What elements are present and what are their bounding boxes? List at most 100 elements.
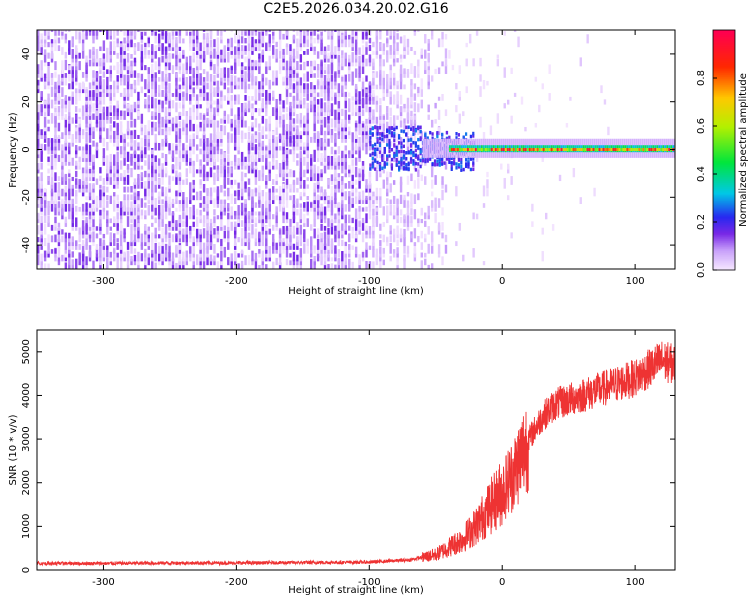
noise-cell [282, 183, 285, 189]
signal-onset-cell [386, 157, 389, 161]
noise-cell [223, 110, 227, 117]
noise-cell [392, 204, 396, 216]
noise-cell [220, 57, 223, 63]
colorbar-swatch [713, 56, 735, 59]
noise-cell [265, 66, 268, 74]
noise-cell [50, 139, 54, 151]
signal-core-cell [464, 148, 467, 152]
noise-cell [37, 42, 40, 52]
noise-cell [233, 118, 237, 128]
noise-cell [396, 48, 399, 55]
noise-cell [144, 30, 147, 32]
noise-cell [386, 190, 389, 197]
signal-onset-cell [388, 149, 391, 154]
noise-cell [199, 196, 202, 201]
signal-onset-cell [467, 160, 470, 164]
noise-cell [310, 168, 313, 178]
noise-cell [216, 30, 220, 36]
signal-onset-cell [464, 162, 468, 166]
noise-cell [64, 151, 68, 162]
noise-cell [285, 30, 289, 36]
noise-cell [237, 42, 240, 48]
noise-cell [337, 146, 341, 155]
signal-onset-cell [388, 138, 391, 143]
noise-cell [202, 44, 206, 52]
noise-cell [348, 126, 351, 132]
noise-cell [265, 77, 268, 86]
colorbar-swatch [713, 178, 735, 181]
noise-cell [372, 235, 375, 247]
noise-cell [261, 51, 265, 63]
noise-cell [316, 206, 320, 212]
colorbar-swatch [713, 66, 735, 69]
signal-onset-cell [390, 131, 394, 135]
noise-cell [126, 174, 130, 185]
noise-cell [310, 163, 313, 170]
colorbar-swatch [713, 204, 735, 207]
noise-cell [237, 120, 240, 128]
noise-cell [85, 202, 88, 212]
noise-cell [254, 217, 258, 224]
noise-cell [144, 124, 147, 136]
noise-cell [54, 35, 57, 40]
noise-cell [151, 204, 154, 212]
noise-cell [106, 55, 109, 63]
noise-cell [164, 211, 168, 220]
colorbar-swatch [713, 108, 735, 111]
noise-cell [424, 258, 427, 266]
noise-cell [157, 142, 161, 151]
noise-cell [213, 122, 216, 132]
noise-cell [244, 199, 247, 204]
noise-cell [265, 264, 268, 269]
noise-cell [64, 185, 68, 193]
noise-cell [119, 237, 123, 247]
noise-cell [151, 193, 154, 201]
noise-cell [320, 169, 323, 174]
noise-cell [75, 98, 78, 105]
noise-cell [140, 44, 144, 52]
noise-cell [182, 92, 185, 97]
noise-cell [344, 74, 347, 82]
noise-cell [285, 76, 289, 86]
noise-cell [379, 260, 382, 269]
noise-cell [151, 121, 154, 128]
noise-cell [64, 147, 68, 155]
noise-cell [237, 157, 240, 166]
noise-cell [265, 118, 268, 128]
noise-cell [123, 157, 126, 166]
noise-cell [37, 79, 40, 86]
noise-cell [365, 198, 368, 204]
colorbar-tick-label: 0.8 [696, 70, 707, 86]
signal-onset-cell [386, 155, 389, 159]
signal-onset-cell [412, 151, 415, 156]
noise-cell [61, 166, 64, 178]
noise-cell [386, 92, 389, 97]
signal-onset-cell [390, 126, 394, 130]
noise-cell [40, 104, 43, 113]
noise-cell [382, 70, 385, 78]
noise-cell [161, 199, 164, 204]
colorbar-swatch [713, 34, 735, 37]
noise-cell [202, 153, 206, 162]
noise-cell [223, 246, 227, 258]
signal-onset-cell [386, 162, 389, 166]
noise-cell [130, 167, 133, 178]
noise-cell [168, 244, 171, 254]
signal-onset-cell [369, 127, 372, 132]
noise-cell [292, 231, 296, 239]
signal-onset-cell [381, 137, 384, 142]
signal-onset-cell [460, 158, 463, 162]
noise-cell [140, 244, 144, 250]
signal-core-cell [614, 148, 617, 152]
noise-cell [64, 201, 68, 212]
noise-cell [102, 185, 106, 193]
noise-cell [123, 58, 126, 67]
noise-cell [199, 159, 202, 166]
colorbar-swatch [713, 146, 735, 149]
noise-cell [437, 38, 441, 48]
noise-cell [482, 261, 486, 266]
noise-cell [306, 37, 309, 48]
noise-cell [209, 218, 213, 224]
noise-cell [327, 178, 330, 185]
noise-cell [299, 118, 303, 124]
